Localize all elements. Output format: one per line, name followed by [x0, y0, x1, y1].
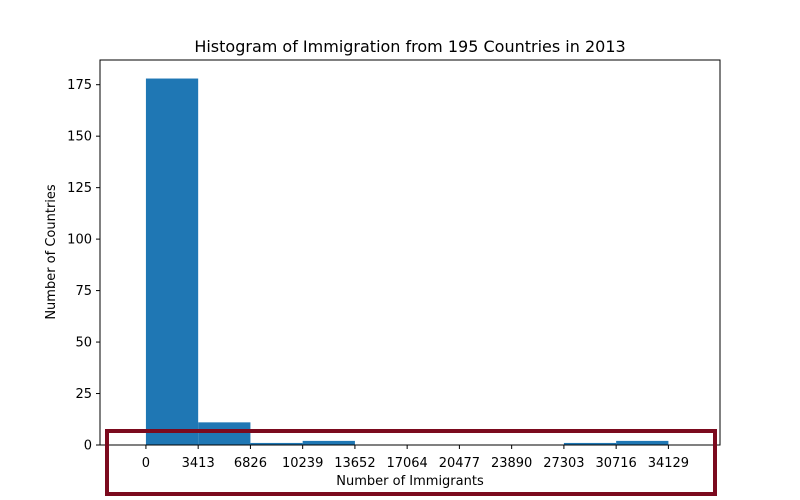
- x-tick-label: 30716: [595, 456, 636, 471]
- histogram-bar: [198, 422, 251, 445]
- histogram-bar: [250, 442, 303, 445]
- x-tick-label: 6826: [234, 456, 267, 471]
- y-tick-label: 150: [67, 130, 92, 145]
- y-tick-label: 75: [75, 284, 92, 299]
- x-tick-label: 0: [142, 456, 150, 471]
- y-tick-label: 175: [67, 78, 92, 93]
- histogram-bar: [302, 440, 355, 445]
- x-tick-label: 34129: [648, 456, 689, 471]
- x-tick-label: 3413: [182, 456, 215, 471]
- histogram-bar: [145, 78, 199, 445]
- x-tick-label: 17064: [386, 456, 427, 471]
- x-tick-label: 10239: [282, 456, 323, 471]
- x-tick-label: 23890: [491, 456, 532, 471]
- y-tick-label: 0: [84, 439, 92, 454]
- chart-title: Histogram of Immigration from 195 Countr…: [194, 37, 625, 56]
- plot-frame: [99, 59, 721, 446]
- x-axis: 0 3413 6826 10239 13652 17064 20477 23890 27303 3…: [142, 445, 689, 471]
- x-axis-label: Number of Immigrants: [336, 474, 484, 489]
- x-tick-label: 13652: [334, 456, 375, 471]
- y-tick-label: 25: [75, 387, 92, 402]
- bars-group: [145, 78, 669, 445]
- histogram-bar: [563, 442, 617, 445]
- y-tick-label: 50: [75, 336, 92, 351]
- annotation-box: [105, 429, 717, 496]
- histogram-bar: [616, 440, 669, 445]
- y-axis: 0 25 50 75 100 125 150 175: [67, 78, 100, 454]
- y-tick-label: 125: [67, 181, 92, 196]
- y-tick-label: 100: [67, 233, 92, 248]
- y-axis-label: Number of Countries: [44, 184, 59, 320]
- x-tick-label: 20477: [439, 456, 480, 471]
- x-tick-label: 27303: [543, 456, 584, 471]
